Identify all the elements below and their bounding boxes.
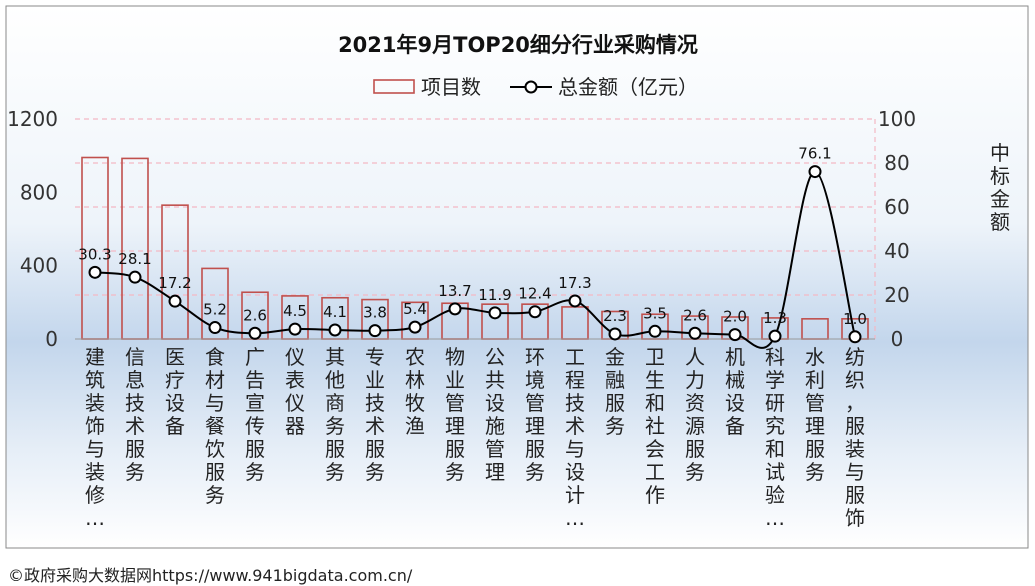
- grid-layer: [75, 118, 876, 339]
- line-point: [608, 327, 622, 341]
- data-label: 12.4: [518, 285, 551, 303]
- y-left-tick-label: 0: [45, 327, 58, 351]
- chart-frame: [5, 5, 1029, 549]
- line-point: [488, 306, 502, 320]
- line-point: [248, 326, 262, 340]
- line-point: [728, 328, 742, 342]
- data-label: 11.9: [478, 286, 511, 304]
- y-left-tick-label: 400: [20, 254, 58, 278]
- legend-label-line: 总金额（亿元）: [558, 75, 698, 99]
- x-tick-label: 食材与餐饮服务: [205, 345, 225, 507]
- x-tick-label: 机械设备: [725, 345, 745, 438]
- line-point: [128, 270, 142, 284]
- y-right-tick-label: 40: [884, 239, 909, 263]
- data-label: 5.4: [403, 300, 427, 318]
- data-label: 17.2: [158, 274, 191, 292]
- line-point: [168, 294, 182, 308]
- data-label: 4.1: [323, 303, 347, 321]
- line-point: [568, 294, 582, 308]
- legend-bar-swatch: [373, 79, 415, 94]
- x-tick-label: 科学研究和试验…: [765, 345, 785, 530]
- line-point: [368, 324, 382, 338]
- chart-title: 2021年9月TOP20细分行业采购情况: [338, 33, 698, 57]
- x-tick-label: 水利管理服务: [805, 345, 825, 484]
- x-tick-label: 农林牧渔: [405, 345, 425, 438]
- line-layer: 30.3 28.1 17.2 5.2 2.6 4.5 4.1 3.8 5.4 13.7 11.9 12…: [78, 145, 867, 349]
- x-tick-label: 公共设施管理: [485, 345, 505, 484]
- line-point: [848, 330, 862, 344]
- x-tick-label: 建筑装饰与装修…: [85, 345, 105, 530]
- line-point: [328, 323, 342, 337]
- data-label: 2.6: [683, 306, 707, 324]
- line-point: [448, 302, 462, 316]
- line-point: [808, 165, 822, 179]
- legend: 项目数 总金额（亿元）: [373, 75, 698, 99]
- x-tick-label: 其他商务服务: [325, 345, 345, 484]
- y-right-tick-label: 60: [884, 195, 909, 219]
- x-tick-label: 卫生和社会工作: [645, 345, 665, 507]
- x-tick-label: 专业技术服务: [365, 345, 385, 484]
- x-tick-label: 仪表仪器: [285, 345, 305, 438]
- x-tick-label: 环境管理服务: [525, 345, 545, 484]
- line-point: [688, 326, 702, 340]
- y-right-tick-label: 20: [884, 283, 909, 307]
- data-label: 5.2: [203, 301, 227, 319]
- x-tick-label: 广告宣传服务: [245, 345, 265, 484]
- data-label: 17.3: [558, 274, 591, 292]
- line-point: [528, 305, 542, 319]
- y-right-axis-title: 中标金额: [990, 141, 1010, 234]
- data-label: 2.6: [243, 306, 267, 324]
- data-label: 4.5: [283, 302, 307, 320]
- line-point: [408, 320, 422, 334]
- x-tick-label: 金融服务: [605, 345, 625, 438]
- data-label: 76.1: [798, 145, 831, 163]
- line-point: [208, 321, 222, 335]
- data-label: 3.5: [643, 304, 667, 322]
- y-right-tick-label: 100: [878, 107, 916, 131]
- x-tick-label: 工程技术与设计…: [565, 345, 585, 530]
- x-tick-label: 信息技术服务: [125, 345, 145, 484]
- line-point: [768, 329, 782, 343]
- y-left-tick-label: 1200: [7, 107, 58, 131]
- y-right-tick-label: 0: [891, 327, 904, 351]
- line-point: [288, 322, 302, 336]
- y-left-tick-label: 800: [20, 180, 58, 204]
- legend-label-bars: 项目数: [421, 75, 481, 99]
- x-tick-label: 人力资源服务: [685, 345, 705, 484]
- x-tick-label: 物业管理服务: [445, 345, 465, 484]
- data-label: 13.7: [438, 282, 471, 300]
- x-tick-label: 医疗设备: [165, 345, 185, 438]
- data-label: 28.1: [118, 250, 151, 268]
- data-label: 30.3: [78, 245, 111, 263]
- line-point: [88, 265, 102, 279]
- data-label: 3.8: [363, 304, 387, 322]
- footer-source: ©政府采购大数据网https://www.941bigdata.com.cn/: [8, 566, 413, 585]
- y-right-tick-label: 80: [884, 151, 909, 175]
- data-label: 2.0: [723, 308, 747, 326]
- x-tick-label: 纺织，服装与服饰: [845, 345, 865, 530]
- data-label: 2.3: [603, 307, 627, 325]
- legend-line-marker: [524, 80, 538, 94]
- line-point: [648, 324, 662, 338]
- data-label: 1.0: [843, 310, 867, 328]
- data-label: 1.3: [763, 309, 787, 327]
